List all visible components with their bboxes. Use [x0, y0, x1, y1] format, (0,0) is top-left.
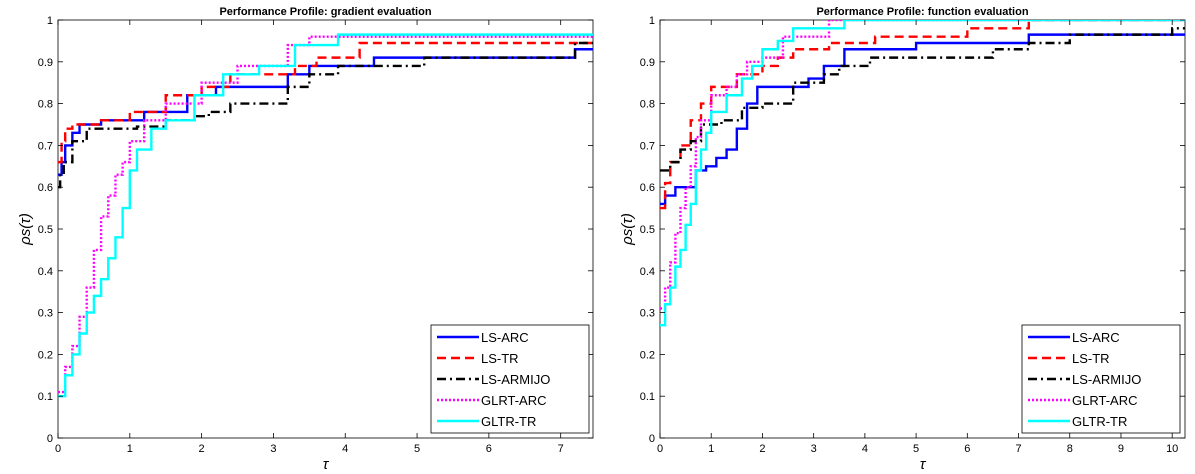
y-tick-label: 0.3: [38, 308, 53, 320]
x-tick-label: 6: [486, 443, 492, 455]
legend-label-glrt-arc: GLRT-ARC: [1072, 393, 1138, 408]
x-axis-label: τ: [323, 456, 330, 473]
chart-panel-2: 0 1 2 3 4 5 6 7 8 9 10 0 0.1 0.2 0.3 0.4 0.5 0.6 0.7 0.8 0.9…: [619, 6, 1186, 473]
y-tick-label: 0.2: [38, 349, 53, 361]
y-tick-label: 1: [649, 15, 655, 27]
legend-label-ls-arc: LS-ARC: [1072, 330, 1120, 345]
x-tick-label: 6: [964, 443, 970, 455]
series-line-ls-tr: [58, 41, 593, 164]
y-tick-label: 1: [47, 15, 53, 27]
y-tick-label: 0.8: [640, 99, 655, 111]
legend-label-ls-armijo: LS-ARMIJO: [1072, 372, 1141, 387]
y-tick-label: 0.8: [38, 99, 53, 111]
legend-label-glrt-arc: GLRT-ARC: [481, 393, 547, 408]
legend: LS-ARC LS-TR LS-ARMIJO GLRT-ARC GLTR-TR: [1021, 324, 1181, 434]
x-tick-label: 10: [1166, 443, 1178, 455]
y-tick-label: 0.9: [38, 57, 53, 69]
series-line-gltr-tr: [58, 33, 593, 398]
y-tick-label: 0.4: [640, 266, 655, 278]
x-tick-label: 8: [1067, 443, 1073, 455]
series-line-ls-armijo: [58, 41, 593, 189]
x-axis-label: τ: [920, 456, 927, 473]
y-tick-label: 0.6: [38, 182, 53, 194]
x-tick-label: 4: [862, 443, 868, 455]
y-axis-label: ρs(τ): [619, 213, 636, 246]
y-tick-label: 0.7: [38, 140, 53, 152]
y-tick-label: 0.5: [640, 224, 655, 236]
x-tick-label: 4: [342, 443, 348, 455]
y-tick-label: 0.7: [640, 140, 655, 152]
y-tick-label: 0: [47, 433, 53, 445]
y-tick-label: 0.6: [640, 182, 655, 194]
x-tick-label: 1: [708, 443, 714, 455]
y-tick-label: 0.2: [640, 349, 655, 361]
x-tick-label: 5: [414, 443, 420, 455]
y-tick-label: 0: [649, 433, 655, 445]
x-tick-label: 9: [1118, 443, 1124, 455]
legend-label-ls-arc: LS-ARC: [481, 330, 529, 345]
series-line-ls-armijo: [660, 27, 1185, 172]
x-tick-label: 2: [759, 443, 765, 455]
x-tick-label: 3: [811, 443, 817, 455]
series-line-ls-arc: [660, 33, 1185, 206]
x-tick-label: 0: [657, 443, 663, 455]
x-tick-label: 0: [55, 443, 61, 455]
x-tick-label: 5: [913, 443, 919, 455]
x-tick-label: 7: [1015, 443, 1021, 455]
x-tick-label: 1: [127, 443, 133, 455]
y-tick-label: 0.3: [640, 308, 655, 320]
chart-title: Performance Profile: gradient evaluation: [219, 6, 431, 18]
x-tick-label: 3: [270, 443, 276, 455]
x-tick-label: 2: [199, 443, 205, 455]
y-axis-label: ρs(τ): [17, 213, 34, 246]
y-tick-label: 0.5: [38, 224, 53, 236]
y-tick-label: 0.1: [38, 391, 53, 403]
series-line-gltr-tr: [660, 20, 1185, 327]
legend-label-gltr-tr: GLTR-TR: [481, 414, 536, 429]
x-tick-label: 7: [558, 443, 564, 455]
y-tick-label: 0.9: [640, 57, 655, 69]
legend: LS-ARC LS-TR LS-ARMIJO GLRT-ARC GLTR-TR: [430, 324, 590, 434]
chart-panel-1: 0 1 2 3 4 5 6 7 0 0.1 0.2 0.3 0.4 0.5 0.6 0.7 0.8 0.9 1 Per…: [17, 6, 594, 473]
y-tick-label: 0.4: [38, 266, 53, 278]
legend-label-gltr-tr: GLTR-TR: [1072, 414, 1127, 429]
legend-label-ls-tr: LS-TR: [1072, 351, 1110, 366]
y-tick-label: 0.1: [640, 391, 655, 403]
legend-label-ls-tr: LS-TR: [481, 351, 519, 366]
legend-label-ls-armijo: LS-ARMIJO: [481, 372, 550, 387]
chart-title: Performance Profile: function evaluation: [816, 6, 1028, 18]
